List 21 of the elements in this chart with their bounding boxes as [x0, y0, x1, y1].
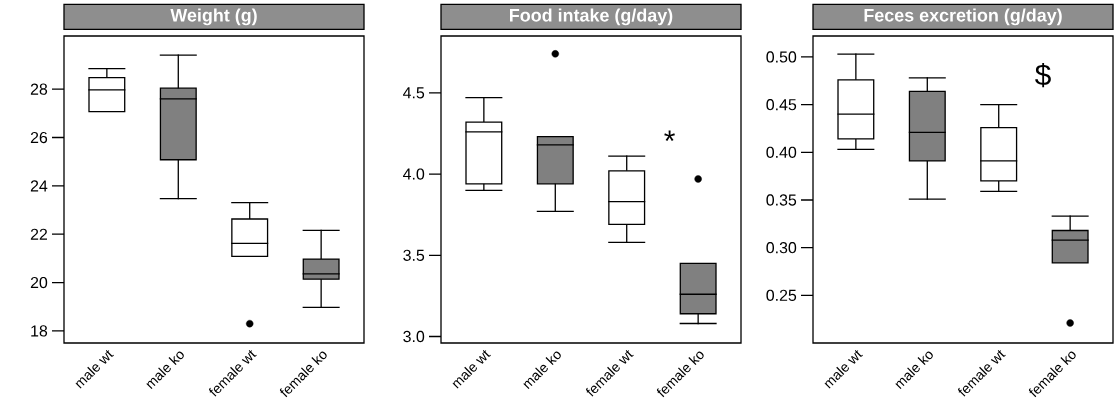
y-tick-label: 28: [30, 83, 48, 95]
chart-title: Food intake (g/day): [510, 8, 673, 26]
y-tick-label: 20: [30, 276, 48, 289]
y-tick-label: 0.25: [766, 289, 797, 301]
annotation: *: [664, 130, 675, 142]
annotation: $: [1035, 62, 1051, 88]
y-tick-label: 18: [31, 325, 48, 337]
y-tick-label: 24: [30, 180, 48, 192]
y-tick-label: 0.35: [766, 194, 797, 206]
y-tick-label: 0.50: [766, 51, 797, 63]
chart-title: Feces excretion (g/day): [864, 8, 1062, 26]
y-tick-label: 0.45: [766, 99, 797, 111]
y-tick-label: 4.5: [403, 87, 425, 99]
y-tick-label: 0.30: [766, 242, 797, 254]
y-tick-label: 26: [30, 131, 48, 144]
y-tick-label: 3.5: [403, 249, 425, 261]
y-tick-label: 0.40: [766, 146, 797, 158]
y-tick-label: 4.0: [403, 168, 425, 180]
y-tick-label: 22: [30, 228, 47, 240]
y-tick-label: 3.0: [403, 330, 425, 343]
chart-title: Weight (g): [170, 8, 257, 26]
